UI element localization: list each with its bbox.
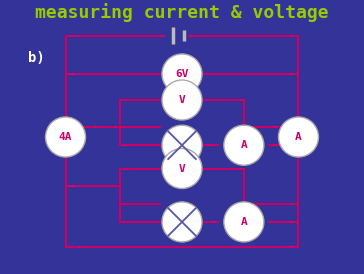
Text: V: V (179, 95, 185, 105)
Ellipse shape (224, 125, 264, 165)
Ellipse shape (162, 54, 202, 94)
Ellipse shape (278, 117, 318, 157)
Ellipse shape (162, 202, 202, 242)
Text: V: V (179, 164, 185, 173)
Ellipse shape (162, 80, 202, 120)
Text: 6V: 6V (175, 69, 189, 79)
Text: 4A: 4A (59, 132, 72, 142)
Ellipse shape (224, 202, 264, 242)
Ellipse shape (46, 117, 86, 157)
Ellipse shape (162, 149, 202, 189)
Text: b): b) (28, 50, 45, 65)
Text: A: A (295, 132, 302, 142)
Text: A: A (241, 140, 247, 150)
Text: measuring current & voltage: measuring current & voltage (35, 3, 329, 22)
Ellipse shape (162, 125, 202, 165)
Text: A: A (241, 217, 247, 227)
